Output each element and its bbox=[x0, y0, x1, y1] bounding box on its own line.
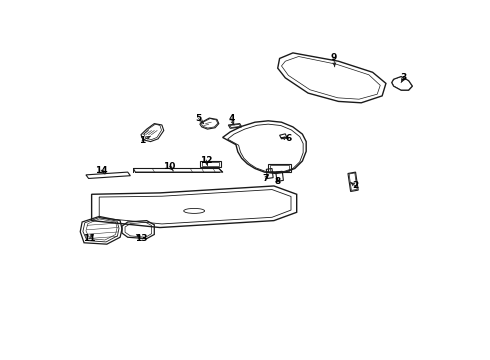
Text: 4: 4 bbox=[228, 114, 235, 123]
Text: 6: 6 bbox=[285, 134, 292, 143]
Text: 12: 12 bbox=[200, 156, 213, 165]
Text: 8: 8 bbox=[274, 177, 280, 186]
Text: 1: 1 bbox=[139, 136, 145, 145]
Text: 5: 5 bbox=[196, 114, 202, 123]
Text: 11: 11 bbox=[83, 234, 96, 243]
Text: 7: 7 bbox=[262, 174, 269, 183]
Text: 2: 2 bbox=[352, 181, 359, 190]
Text: 13: 13 bbox=[135, 234, 147, 243]
Text: 3: 3 bbox=[401, 73, 407, 82]
Text: 14: 14 bbox=[95, 166, 107, 175]
Text: 9: 9 bbox=[331, 53, 337, 62]
Text: 10: 10 bbox=[163, 162, 176, 171]
